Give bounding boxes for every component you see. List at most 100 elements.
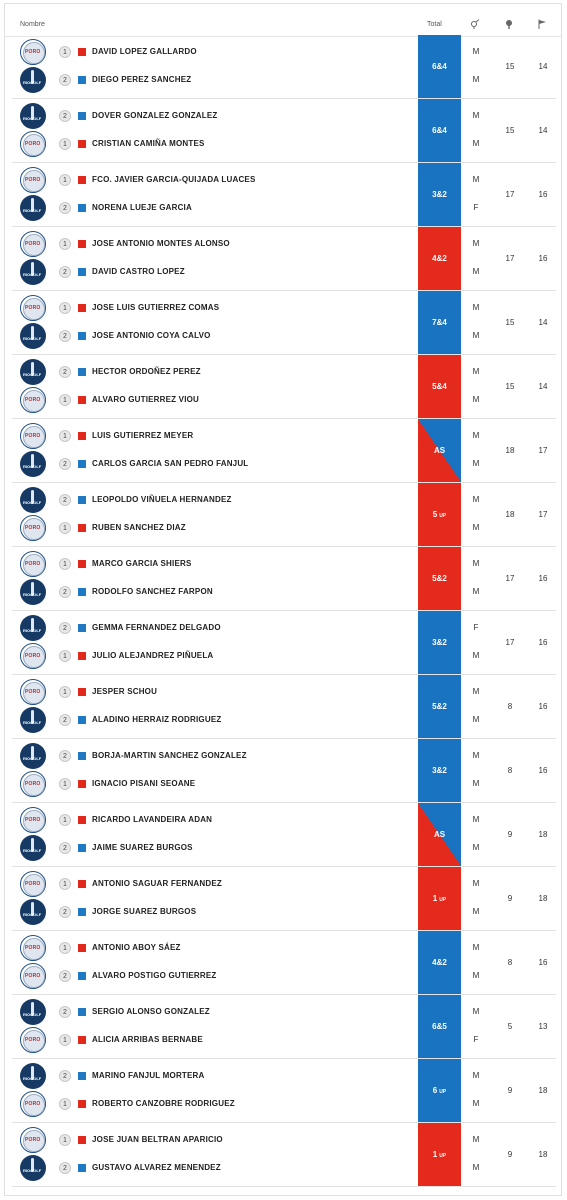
header-nombre[interactable]: Nombre — [20, 21, 45, 28]
player-entry[interactable]: 2 JAIME SUAREZ BURGOS — [12, 834, 412, 862]
player-entry[interactable]: 1 FCO. JAVIER GARCIA-QUIJADA LUACES — [12, 166, 412, 194]
match-row[interactable]: 1 MARCO GARCIA SHIERS M 2 RODOLFO SANCHEZ FA… — [12, 547, 556, 611]
player-name[interactable]: MARCO GARCIA SHIERS — [92, 559, 192, 568]
player-name[interactable]: JOSE LUIS GUTIERREZ COMAS — [92, 303, 220, 312]
player-entry[interactable]: 1 DAVID LOPEZ GALLARDO — [12, 38, 412, 66]
player-name[interactable]: CRISTIAN CAMIÑA MONTES — [92, 139, 205, 148]
match-row[interactable]: 1 JOSE LUIS GUTIERREZ COMAS M 2 JOSE ANTONIO… — [12, 291, 556, 355]
player-entry[interactable]: 2 SERGIO ALONSO GONZALEZ — [12, 998, 412, 1026]
player-name[interactable]: CARLOS GARCIA SAN PEDRO FANJUL — [92, 459, 249, 468]
player-entry[interactable]: 2 ALVARO POSTIGO GUTIERREZ — [12, 962, 412, 990]
player-entry[interactable]: 1 ANTONIO ABOY SÁEZ — [12, 934, 412, 962]
match-row[interactable]: 2 HECTOR ORDOÑEZ PEREZ M 1 ALVARO GUTIERREZ … — [12, 355, 556, 419]
player-name[interactable]: ALICIA ARRIBAS BERNABE — [92, 1035, 203, 1044]
player-name[interactable]: GEMMA FERNANDEZ DELGADO — [92, 623, 221, 632]
club-logo-icon — [20, 167, 46, 193]
club-logo-icon — [20, 451, 46, 477]
player-name[interactable]: ROBERTO CANZOBRE RODRIGUEZ — [92, 1099, 235, 1108]
player-entry[interactable]: 2 MARINO FANJUL MORTERA — [12, 1062, 412, 1090]
player-name[interactable]: ANTONIO SAGUAR FERNANDEZ — [92, 879, 222, 888]
team-color-icon — [78, 944, 86, 952]
player-entry[interactable]: 1 RICARDO LAVANDEIRA ADAN — [12, 806, 412, 834]
player-entry[interactable]: 2 JORGE SUAREZ BURGOS — [12, 898, 412, 926]
team-color-icon — [78, 1136, 86, 1144]
player-sex: M — [472, 1099, 480, 1108]
player-entry[interactable]: 1 ALVARO GUTIERREZ VIOU — [12, 386, 412, 414]
match-row[interactable]: 2 DOVER GONZALEZ GONZALEZ M 1 CRISTIAN CAMIÑ… — [12, 99, 556, 163]
player-name[interactable]: DOVER GONZALEZ GONZALEZ — [92, 111, 218, 120]
player-name[interactable]: DIEGO PEREZ SANCHEZ — [92, 75, 192, 84]
player-entry[interactable]: 2 LEOPOLDO VIÑUELA HERNANDEZ — [12, 486, 412, 514]
player-name[interactable]: ANTONIO ABOY SÁEZ — [92, 943, 181, 952]
match-row[interactable]: 1 RICARDO LAVANDEIRA ADAN M 2 JAIME SUAREZ B… — [12, 803, 556, 867]
match-row[interactable]: 1 DAVID LOPEZ GALLARDO M 2 DIEGO PEREZ SANCH… — [12, 35, 556, 99]
player-entry[interactable]: 2 DIEGO PEREZ SANCHEZ — [12, 66, 412, 94]
player-name[interactable]: GUSTAVO ALVAREZ MENENDEZ — [92, 1163, 221, 1172]
player-entry[interactable]: 2 HECTOR ORDOÑEZ PEREZ — [12, 358, 412, 386]
match-row[interactable]: 1 ANTONIO ABOY SÁEZ M 2 ALVARO POSTIGO GUTIE… — [12, 931, 556, 995]
player-name[interactable]: RICARDO LAVANDEIRA ADAN — [92, 815, 213, 824]
player-name[interactable]: BORJA-MARTIN SANCHEZ GONZALEZ — [92, 751, 247, 760]
match-row[interactable]: 2 GEMMA FERNANDEZ DELGADO F 1 JULIO ALEJANDR… — [12, 611, 556, 675]
player-entry[interactable]: 1 RUBEN SANCHEZ DIAZ — [12, 514, 412, 542]
player-entry[interactable]: 1 CRISTIAN CAMIÑA MONTES — [12, 130, 412, 158]
player-name[interactable]: ALVARO POSTIGO GUTIERREZ — [92, 971, 217, 980]
match-row[interactable]: 1 JESPER SCHOU M 2 ALADINO HERRAIZ RODRIGUEZ… — [12, 675, 556, 739]
player-name[interactable]: NORENA LUEJE GARCIA — [92, 203, 192, 212]
header-total[interactable]: Total — [427, 21, 442, 28]
player-entry[interactable]: 1 JOSE LUIS GUTIERREZ COMAS — [12, 294, 412, 322]
player-sex: M — [472, 907, 480, 916]
player-name[interactable]: JOSE ANTONIO MONTES ALONSO — [92, 239, 230, 248]
player-entry[interactable]: 1 JESPER SCHOU — [12, 678, 412, 706]
player-name[interactable]: JOSE ANTONIO COYA CALVO — [92, 331, 211, 340]
player-entry[interactable]: 1 ALICIA ARRIBAS BERNABE — [12, 1026, 412, 1054]
player-name[interactable]: SERGIO ALONSO GONZALEZ — [92, 1007, 210, 1016]
player-entry[interactable]: 2 JOSE ANTONIO COYA CALVO — [12, 322, 412, 350]
match-row[interactable]: 1 JOSE ANTONIO MONTES ALONSO M 2 DAVID CASTR… — [12, 227, 556, 291]
player-entry[interactable]: 1 JULIO ALEJANDREZ PIÑUELA — [12, 642, 412, 670]
match-row[interactable]: 1 ANTONIO SAGUAR FERNANDEZ M 2 JORGE SUAREZ … — [12, 867, 556, 931]
player-entry[interactable]: 2 GUSTAVO ALVAREZ MENENDEZ — [12, 1154, 412, 1182]
player-entry[interactable]: 1 ANTONIO SAGUAR FERNANDEZ — [12, 870, 412, 898]
player-entry[interactable]: 2 NORENA LUEJE GARCIA — [12, 194, 412, 222]
player-name[interactable]: JULIO ALEJANDREZ PIÑUELA — [92, 651, 214, 660]
player-entry[interactable]: 1 LUIS GUTIERREZ MEYER — [12, 422, 412, 450]
match-row[interactable]: 2 MARINO FANJUL MORTERA M 1 ROBERTO CANZOBRE… — [12, 1059, 556, 1123]
player-entry[interactable]: 1 IGNACIO PISANI SEOANE — [12, 770, 412, 798]
player-name[interactable]: DAVID LOPEZ GALLARDO — [92, 47, 197, 56]
team-color-icon — [78, 780, 86, 788]
player-name[interactable]: DAVID CASTRO LOPEZ — [92, 267, 185, 276]
player-entry[interactable]: 1 JOSE JUAN BELTRAN APARICIO — [12, 1126, 412, 1154]
match-row[interactable]: 1 LUIS GUTIERREZ MEYER M 2 CARLOS GARCIA SAN… — [12, 419, 556, 483]
player-entry[interactable]: 2 DOVER GONZALEZ GONZALEZ — [12, 102, 412, 130]
player-name[interactable]: ALADINO HERRAIZ RODRIGUEZ — [92, 715, 222, 724]
player-name[interactable]: JORGE SUAREZ BURGOS — [92, 907, 197, 916]
match-row[interactable]: 1 JOSE JUAN BELTRAN APARICIO M 2 GUSTAVO ALV… — [12, 1123, 556, 1187]
player-entry[interactable]: 1 MARCO GARCIA SHIERS — [12, 550, 412, 578]
player-name[interactable]: JAIME SUAREZ BURGOS — [92, 843, 193, 852]
player-entry[interactable]: 2 CARLOS GARCIA SAN PEDRO FANJUL — [12, 450, 412, 478]
player-name[interactable]: IGNACIO PISANI SEOANE — [92, 779, 196, 788]
player-entry[interactable]: 1 ROBERTO CANZOBRE RODRIGUEZ — [12, 1090, 412, 1118]
player-name[interactable]: FCO. JAVIER GARCIA-QUIJADA LUACES — [92, 175, 256, 184]
match-row[interactable]: 2 LEOPOLDO VIÑUELA HERNANDEZ M 1 RUBEN SANCH… — [12, 483, 556, 547]
player-entry[interactable]: 2 BORJA-MARTIN SANCHEZ GONZALEZ — [12, 742, 412, 770]
player-name[interactable]: LEOPOLDO VIÑUELA HERNANDEZ — [92, 495, 232, 504]
player-entry[interactable]: 1 JOSE ANTONIO MONTES ALONSO — [12, 230, 412, 258]
team-color-icon — [78, 268, 86, 276]
player-name[interactable]: MARINO FANJUL MORTERA — [92, 1071, 205, 1080]
player-name[interactable]: JESPER SCHOU — [92, 687, 158, 696]
player-name[interactable]: JOSE JUAN BELTRAN APARICIO — [92, 1135, 223, 1144]
player-entry[interactable]: 2 RODOLFO SANCHEZ FARPON — [12, 578, 412, 606]
player-entry[interactable]: 2 ALADINO HERRAIZ RODRIGUEZ — [12, 706, 412, 734]
player-name[interactable]: HECTOR ORDOÑEZ PEREZ — [92, 367, 201, 376]
player-entry[interactable]: 2 DAVID CASTRO LOPEZ — [12, 258, 412, 286]
match-row[interactable]: 2 SERGIO ALONSO GONZALEZ M 1 ALICIA ARRIBAS … — [12, 995, 556, 1059]
player-name[interactable]: ALVARO GUTIERREZ VIOU — [92, 395, 200, 404]
player-entry[interactable]: 2 GEMMA FERNANDEZ DELGADO — [12, 614, 412, 642]
match-row[interactable]: 2 BORJA-MARTIN SANCHEZ GONZALEZ M 1 IGNACIO … — [12, 739, 556, 803]
player-name[interactable]: RODOLFO SANCHEZ FARPON — [92, 587, 213, 596]
player-name[interactable]: RUBEN SANCHEZ DIAZ — [92, 523, 186, 532]
player-name[interactable]: LUIS GUTIERREZ MEYER — [92, 431, 194, 440]
match-row[interactable]: 1 FCO. JAVIER GARCIA-QUIJADA LUACES M 2 NORE… — [12, 163, 556, 227]
